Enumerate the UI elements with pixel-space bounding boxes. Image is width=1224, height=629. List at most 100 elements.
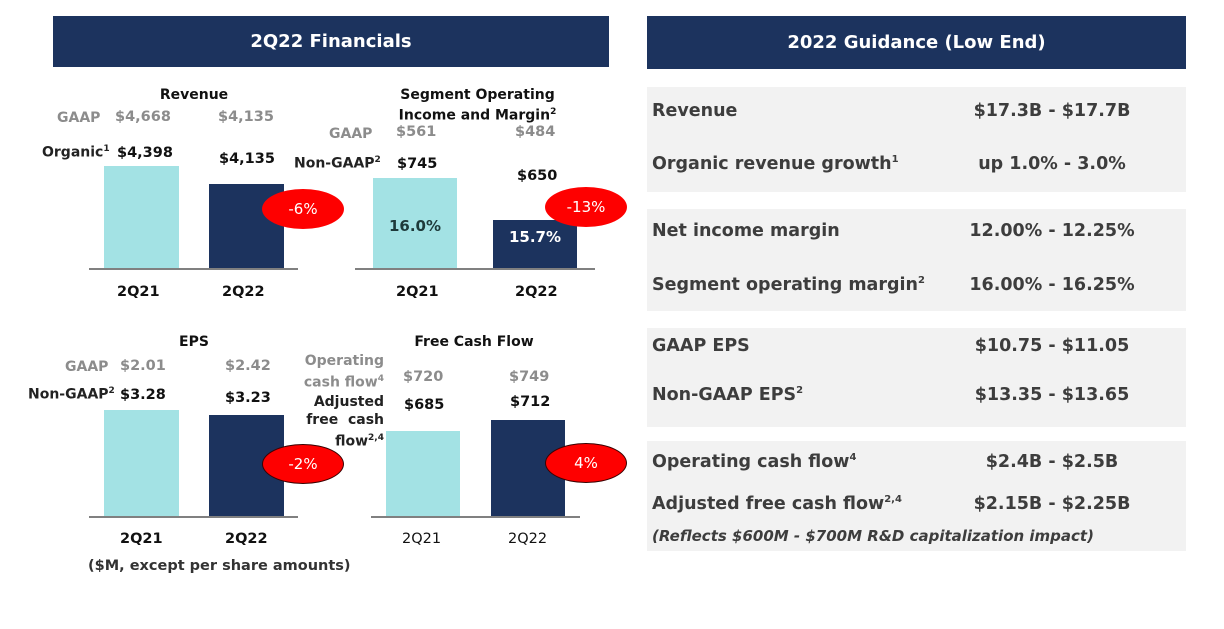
guidance-label: Net income margin <box>652 221 840 241</box>
data-label-afcf-2q22: $712 <box>510 394 551 410</box>
series-label-gaap: GAAP <box>329 126 373 142</box>
series-label-gaap: GAAP <box>65 359 109 375</box>
data-label-non-gaap-2q21: $745 <box>397 156 438 172</box>
data-label-gaap-2q22: $4,135 <box>218 109 274 125</box>
data-label-non-gaap-2q22: $650 <box>517 168 558 184</box>
guidance-group-margins <box>647 209 1186 311</box>
data-label-gaap-2q21: $4,668 <box>115 109 171 125</box>
chart-title: Revenue <box>159 87 229 103</box>
guidance-group-revenue <box>647 87 1186 192</box>
data-label-ocf-2q22: $749 <box>509 369 550 385</box>
chart-title: Free Cash Flow <box>414 334 534 350</box>
guidance-banner: 2022 Guidance (Low End) <box>647 16 1186 69</box>
x-tick-2q22: 2Q22 <box>222 284 265 300</box>
guidance-label-text: Operating cash flow <box>652 452 850 472</box>
series-label-line-text: cash flow <box>303 374 378 391</box>
guidance-value: $2.15B - $2.25B <box>973 494 1131 514</box>
footnote-marker: 2 <box>796 385 804 397</box>
chart-title: Segment Operating Income and Margin2 <box>385 87 570 125</box>
data-label-gaap-2q22: $2.42 <box>225 358 271 374</box>
footnote-marker: 2,4 <box>368 433 384 443</box>
guidance-label-text: Organic revenue growth <box>652 154 892 174</box>
series-label-gaap: GAAP <box>57 110 101 126</box>
bar-2q21 <box>104 166 179 268</box>
footnote-marker: 4 <box>849 452 857 464</box>
x-axis-line <box>89 516 298 518</box>
series-label-adjusted-fcf: Adjusted free cash flow2,4 <box>296 393 384 451</box>
chart-title-line-1: Segment Operating <box>400 87 555 103</box>
guidance-label: Non-GAAP EPS2 <box>652 385 803 405</box>
guidance-label-text: Revenue <box>652 101 738 121</box>
guidance-value: $17.3B - $17.7B <box>973 101 1131 121</box>
x-tick-2q22: 2Q22 <box>508 531 548 547</box>
series-label-organic: Organic1 <box>42 144 110 161</box>
margin-label-2q21: 16.0% <box>388 217 442 235</box>
chart-title-line-2-text: Income and Margin <box>398 107 551 124</box>
x-tick-2q22: 2Q22 <box>225 531 268 547</box>
change-bubble: -13% <box>545 187 627 227</box>
series-label-non-gaap-text: Non-GAAP <box>28 386 109 403</box>
bar-2q21 <box>386 431 460 516</box>
data-label-gaap-2q22: $484 <box>515 124 556 140</box>
guidance-value: $13.35 - $13.65 <box>974 385 1130 405</box>
series-label-line: flow2,4 <box>296 429 384 451</box>
footnote-marker: 2 <box>374 155 381 165</box>
x-axis-line <box>89 268 298 270</box>
footnote-marker: 4 <box>377 374 384 384</box>
footnote-marker: 1 <box>891 154 899 166</box>
guidance-group-cash-flow <box>647 441 1186 551</box>
units-footnote: ($M, except per share amounts) <box>88 558 351 574</box>
guidance-label: Segment operating margin2 <box>652 275 925 295</box>
data-label-organic-2q21: $4,398 <box>117 145 173 161</box>
guidance-value: up 1.0% - 3.0% <box>978 154 1126 174</box>
data-label-ocf-2q21: $720 <box>403 369 444 385</box>
guidance-value: $10.75 - $11.05 <box>974 336 1130 356</box>
guidance-value: $2.4B - $2.5B <box>985 452 1119 472</box>
data-label-non-gaap-2q22: $3.23 <box>225 390 271 406</box>
data-label-gaap-2q21: $561 <box>396 124 437 140</box>
chart-title: EPS <box>179 334 209 350</box>
series-label-line: Operating <box>304 353 384 369</box>
series-label-non-gaap: Non-GAAP2 <box>294 155 381 172</box>
series-label-line: free cash <box>306 412 384 428</box>
bar-2q21 <box>104 410 179 516</box>
x-tick-2q21: 2Q21 <box>402 531 442 547</box>
footnote-marker: 1 <box>103 144 110 154</box>
series-label-line-text: flow <box>335 433 369 450</box>
footnote-marker: 2 <box>917 275 925 287</box>
data-label-gaap-2q21: $2.01 <box>120 358 166 374</box>
change-bubble: -6% <box>262 189 344 229</box>
guidance-label: Operating cash flow4 <box>652 452 856 472</box>
guidance-label-text: GAAP EPS <box>652 336 750 356</box>
data-label-afcf-2q21: $685 <box>404 397 445 413</box>
financials-title: 2Q22 Financials <box>250 31 412 52</box>
guidance-label-text: Net income margin <box>652 221 840 241</box>
series-label-organic-text: Organic <box>42 144 104 161</box>
guidance-label: Revenue <box>652 101 737 121</box>
x-tick-2q22: 2Q22 <box>515 284 558 300</box>
bar-2q22 <box>493 220 577 268</box>
guidance-label-text: Adjusted free cash flow <box>652 494 885 514</box>
guidance-group-eps <box>647 328 1186 427</box>
x-axis-line <box>371 516 580 518</box>
margin-label-2q22: 15.7% <box>508 228 562 246</box>
guidance-label-text: Non-GAAP EPS <box>652 385 797 405</box>
guidance-note: (Reflects $600M - $700M R&D capitalizati… <box>652 527 1094 545</box>
guidance-label-text: Segment operating margin <box>652 275 918 295</box>
series-label-line: cash flow4 <box>300 370 384 392</box>
guidance-value: 12.00% - 12.25% <box>969 221 1135 241</box>
bar-2q21 <box>373 178 457 268</box>
guidance-label: GAAP EPS <box>652 336 750 356</box>
x-tick-2q21: 2Q21 <box>117 284 160 300</box>
series-label-operating-cash-flow: Operating cash flow4 <box>300 352 384 392</box>
guidance-title: 2022 Guidance (Low End) <box>787 32 1046 53</box>
data-label-organic-2q22: $4,135 <box>219 151 275 167</box>
x-tick-2q21: 2Q21 <box>396 284 439 300</box>
x-tick-2q21: 2Q21 <box>120 531 163 547</box>
series-label-line: Adjusted <box>313 394 384 410</box>
series-label-non-gaap-text: Non-GAAP <box>294 155 375 172</box>
data-label-non-gaap-2q21: $3.28 <box>120 387 166 403</box>
change-bubble: -2% <box>262 444 344 484</box>
footnote-marker: 2 <box>108 386 115 396</box>
footnote-marker: 2,4 <box>884 494 902 506</box>
